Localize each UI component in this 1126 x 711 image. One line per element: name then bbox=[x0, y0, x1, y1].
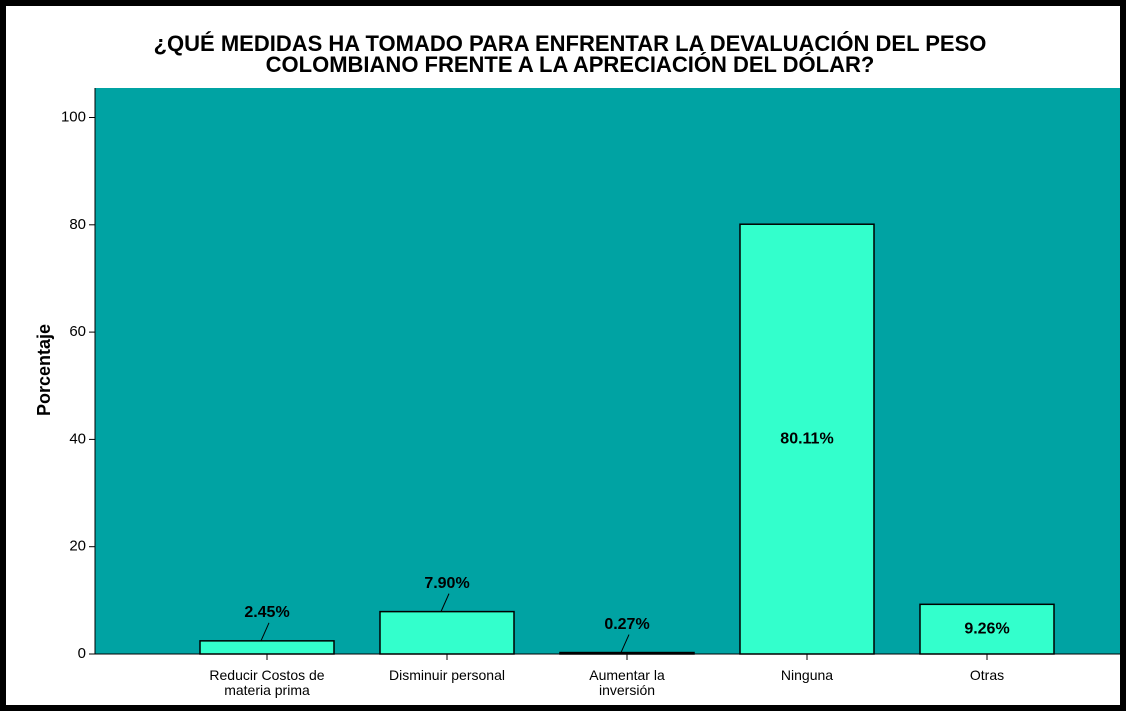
data-label: 80.11% bbox=[780, 430, 833, 447]
bar bbox=[919, 603, 1055, 655]
y-tick-label: 60 bbox=[69, 323, 86, 340]
plot-area bbox=[95, 88, 1120, 654]
x-tick-label: Ninguna bbox=[781, 667, 833, 683]
data-label: 2.45% bbox=[244, 604, 289, 621]
bar bbox=[559, 651, 695, 655]
leader-line bbox=[620, 634, 630, 653]
bar bbox=[379, 610, 515, 655]
data-label: 7.90% bbox=[424, 575, 469, 592]
data-label: 0.27% bbox=[604, 616, 649, 633]
leader-line bbox=[260, 622, 270, 642]
bar bbox=[199, 640, 335, 655]
y-tick-label: 20 bbox=[69, 538, 86, 555]
y-tick-label: 0 bbox=[78, 645, 86, 662]
y-tick-label: 80 bbox=[69, 216, 86, 233]
x-tick-label: Otras bbox=[970, 667, 1004, 683]
x-tick-label: Reducir Costos de materia prima bbox=[209, 667, 324, 698]
x-tick-label: Disminuir personal bbox=[389, 667, 505, 683]
chart-title: ¿QUÉ MEDIDAS HA TOMADO PARA ENFRENTAR LA… bbox=[154, 31, 987, 77]
bar bbox=[739, 223, 875, 655]
data-label: 9.26% bbox=[964, 620, 1009, 637]
x-tick-label: Aumentar la inversión bbox=[589, 667, 665, 698]
y-axis-label: Porcentaje bbox=[34, 324, 54, 416]
leader-line bbox=[440, 593, 450, 612]
y-tick-label: 40 bbox=[69, 430, 86, 447]
y-tick-label: 100 bbox=[61, 108, 86, 125]
